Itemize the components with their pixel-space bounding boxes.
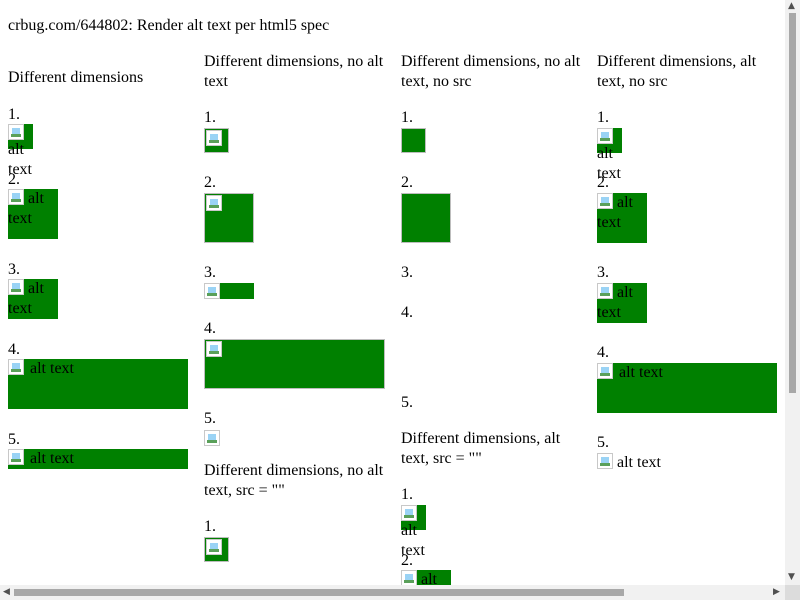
test-image: alt text [597, 363, 777, 413]
horizontal-scrollbar-thumb[interactable] [14, 589, 624, 596]
broken-image-icon [8, 449, 24, 465]
test-image: alt text [8, 279, 58, 319]
column-heading-alt-no-src: Different dimensions, alt [597, 53, 757, 70]
broken-image-icon [206, 539, 222, 555]
item-number: 5. [401, 394, 413, 411]
broken-image-icon [597, 453, 613, 469]
vertical-scrollbar[interactable]: ▲ ▼ [785, 0, 800, 585]
scroll-arrow-right-icon[interactable]: ▶ [773, 587, 780, 597]
broken-image-icon [204, 430, 220, 446]
column-heading-no-alt-no-src-line2: text, no src [401, 73, 472, 90]
item-number: 3. [204, 264, 216, 281]
item-number: 1. [401, 486, 413, 503]
broken-image-icon [206, 341, 222, 357]
item-number: 3. [8, 261, 20, 278]
column-heading-different-dimensions: Different dimensions [8, 69, 144, 86]
item-number: 5. [204, 410, 216, 427]
scrollbar-corner [785, 585, 800, 600]
column-heading-alt-empty-src-line2: text, src = "" [401, 450, 482, 467]
item-number: 2. [597, 174, 609, 191]
item-number: 4. [204, 320, 216, 337]
test-image: alt text [8, 449, 188, 469]
scroll-arrow-left-icon[interactable]: ◀ [3, 587, 10, 597]
broken-image-icon [401, 505, 417, 521]
item-number: 2. [401, 552, 413, 569]
column-heading-no-alt-line2: text [204, 73, 228, 90]
item-number: 4. [401, 304, 413, 321]
broken-image-icon [206, 195, 222, 211]
broken-image-icon [597, 128, 613, 144]
test-image [401, 128, 426, 153]
inline-alt-image: alt text [597, 453, 661, 473]
page-title: crbug.com/644802: Render alt text per ht… [8, 17, 330, 34]
column-heading-no-alt-no-src: Different dimensions, no alt [401, 53, 581, 70]
alt-text-label: alt text [597, 145, 621, 182]
image-alt-text: alt text [597, 284, 633, 321]
test-image [401, 505, 426, 530]
horizontal-scrollbar[interactable]: ◀ ▶ [0, 585, 785, 600]
item-number: 3. [401, 264, 413, 281]
column-heading-no-alt: Different dimensions, no alt [204, 53, 384, 70]
test-image [204, 339, 385, 389]
column-heading-alt-no-src-line2: text, no src [597, 73, 668, 90]
test-image [597, 128, 622, 153]
item-number: 1. [597, 109, 609, 126]
test-image [204, 283, 254, 299]
item-number: 1. [204, 109, 216, 126]
item-number: 5. [8, 431, 20, 448]
item-number: 4. [8, 341, 20, 358]
column-heading-no-alt-empty-src: Different dimensions, no alt [204, 462, 384, 479]
scroll-arrow-down-icon[interactable]: ▼ [788, 572, 795, 582]
broken-image-icon [8, 124, 24, 140]
image-alt-text: alt text [401, 521, 441, 561]
item-number: 3. [597, 264, 609, 281]
alt-text-label: alt text [8, 141, 32, 178]
broken-image-icon [597, 283, 613, 299]
vertical-scrollbar-thumb[interactable] [789, 13, 796, 393]
test-image [204, 128, 229, 153]
test-image [204, 193, 254, 243]
image-alt-text: alt text [30, 450, 74, 467]
image-alt-text: alt text [421, 571, 437, 588]
test-image [204, 537, 229, 562]
item-number: 1. [401, 109, 413, 126]
item-number: 2. [204, 174, 216, 191]
image-alt-text: alt text [597, 144, 637, 184]
test-image: alt text [8, 189, 58, 239]
broken-image-icon [401, 570, 417, 586]
item-number: 2. [401, 174, 413, 191]
alt-text-label: alt text [401, 522, 425, 559]
item-number: 5. [597, 434, 609, 451]
scroll-arrow-up-icon[interactable]: ▲ [788, 1, 795, 11]
broken-image-icon [204, 283, 220, 299]
test-image: alt text [8, 359, 188, 409]
broken-image-icon [597, 363, 613, 379]
broken-image-icon [8, 279, 24, 295]
image-alt-text: alt text [617, 454, 661, 471]
item-number: 4. [597, 344, 609, 361]
test-image [401, 193, 451, 243]
image-alt-text: alt text [8, 280, 44, 317]
test-image: alt text [597, 193, 647, 243]
item-number: 1. [204, 518, 216, 535]
broken-image-icon [8, 189, 24, 205]
image-alt-text: alt text [8, 190, 44, 227]
broken-image-icon [8, 359, 24, 375]
item-number: 1. [8, 106, 20, 123]
image-alt-text: alt text [619, 364, 663, 381]
item-number: 2. [8, 171, 20, 188]
broken-image-icon [206, 130, 222, 146]
column-heading-alt-empty-src: Different dimensions, alt [401, 430, 561, 447]
image-alt-text: alt text [30, 360, 74, 377]
column-heading-no-alt-empty-src-line2: text, src = "" [204, 482, 285, 499]
image-alt-text: alt text [8, 140, 48, 180]
test-image: alt text [597, 283, 647, 323]
broken-image-icon [597, 193, 613, 209]
image-alt-text: alt text [597, 194, 633, 231]
test-image [8, 124, 33, 149]
